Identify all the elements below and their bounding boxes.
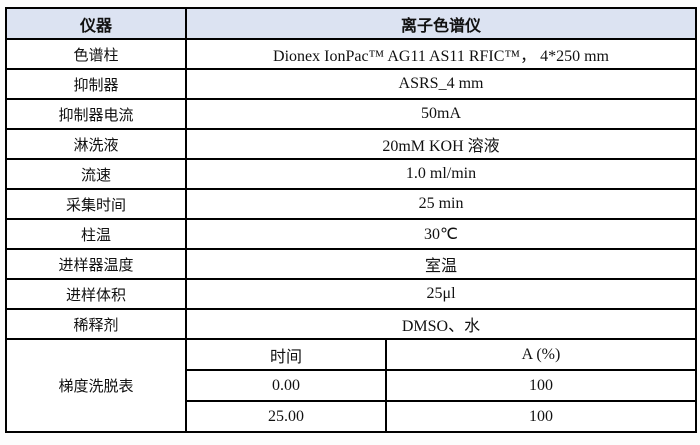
table-row: 抑制器电流 50mA xyxy=(5,98,698,130)
gradient-col-a-percent: A (%) xyxy=(384,338,698,371)
row-value-column: Dionex IonPac™ AG11 AS11 RFIC™， 4*250 mm xyxy=(184,38,698,70)
gradient-time-value: 0.00 xyxy=(185,369,387,402)
table-row: 采集时间 25 min xyxy=(5,188,698,220)
table-row: 淋洗液 20mM KOH 溶液 xyxy=(5,128,698,160)
row-label-acquisition-time: 采集时间 xyxy=(5,188,187,220)
table-row: 抑制器 ASRS_4 mm xyxy=(5,68,698,100)
header-instrument-label: 仪器 xyxy=(5,7,187,40)
instrument-parameters-table: 仪器 离子色谱仪 色谱柱 Dionex IonPac™ AG11 AS11 RF… xyxy=(5,7,698,433)
gradient-header-row: 梯度洗脱表 时间 A (%) xyxy=(5,338,698,433)
row-label-injector-temp: 进样器温度 xyxy=(5,248,187,280)
gradient-table-label: 梯度洗脱表 xyxy=(5,338,187,433)
row-label-suppressor-current: 抑制器电流 xyxy=(5,98,187,130)
table-row: 稀释剂 DMSO、水 xyxy=(5,308,698,340)
gradient-a-value: 100 xyxy=(384,400,698,433)
row-label-flow-rate: 流速 xyxy=(5,158,187,190)
row-value-flow-rate: 1.0 ml/min xyxy=(184,158,698,190)
row-label-eluent: 淋洗液 xyxy=(5,128,187,160)
header-instrument-value: 离子色谱仪 xyxy=(184,7,698,40)
row-label-column-temp: 柱温 xyxy=(5,218,187,250)
row-label-suppressor: 抑制器 xyxy=(5,68,187,100)
row-value-injection-volume: 25μl xyxy=(184,278,698,310)
row-label-column: 色谱柱 xyxy=(5,38,187,70)
table-row: 进样体积 25μl xyxy=(5,278,698,310)
gradient-data-row: 25.00 100 xyxy=(6,400,698,433)
gradient-data-row: 0.00 100 xyxy=(6,369,698,402)
row-value-suppressor: ASRS_4 mm xyxy=(184,68,698,100)
table-row: 柱温 30℃ xyxy=(5,218,698,250)
row-label-diluent: 稀释剂 xyxy=(5,308,187,340)
table-row: 进样器温度 室温 xyxy=(5,248,698,280)
row-value-acquisition-time: 25 min xyxy=(184,188,698,220)
table-row: 流速 1.0 ml/min xyxy=(5,158,698,190)
table-header-row: 仪器 离子色谱仪 xyxy=(5,7,698,40)
gradient-a-value: 100 xyxy=(384,369,698,402)
table-row: 色谱柱 Dionex IonPac™ AG11 AS11 RFIC™， 4*25… xyxy=(5,38,698,70)
gradient-col-time: 时间 xyxy=(185,338,387,371)
row-value-diluent: DMSO、水 xyxy=(184,308,698,340)
row-value-injector-temp: 室温 xyxy=(184,248,698,280)
row-value-column-temp: 30℃ xyxy=(184,218,698,250)
param-table: 仪器 离子色谱仪 色谱柱 Dionex IonPac™ AG11 AS11 RF… xyxy=(5,7,698,433)
row-label-injection-volume: 进样体积 xyxy=(5,278,187,310)
row-value-eluent: 20mM KOH 溶液 xyxy=(184,128,698,160)
gradient-time-value: 25.00 xyxy=(185,400,387,433)
row-value-suppressor-current: 50mA xyxy=(184,98,698,130)
